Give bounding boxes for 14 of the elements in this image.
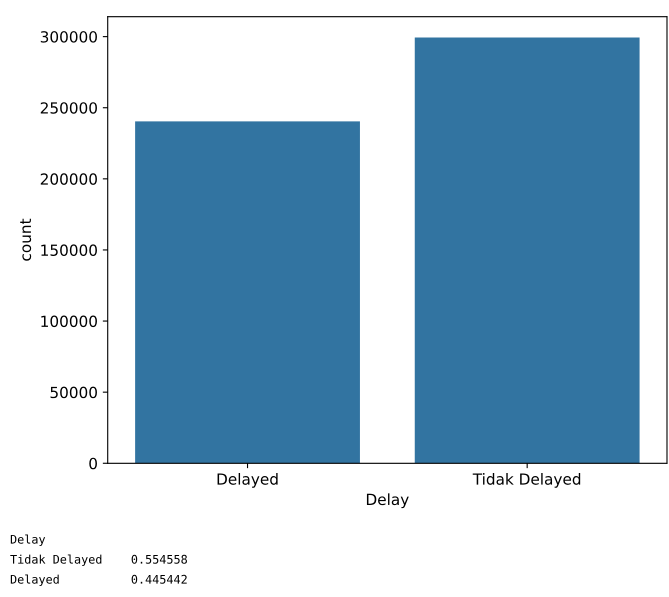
text: Tidak Delayed 0.554558 [10,554,187,566]
y-tick-label: 0 [89,458,97,470]
x-tick-label: Delayed [218,472,278,488]
text: Delay [10,534,46,546]
y-tick-label: 50000 [50,386,97,398]
y-tick-label: 200000 [40,173,97,185]
x-axis-title: Delay [366,493,409,508]
y-tick-label: 150000 [41,244,97,256]
x-tick-label: Tidak Delayed [472,472,580,488]
y-axis-title: count [20,218,32,261]
y-tick-label: 250000 [40,102,97,114]
y-tick-label: 300000 [40,31,97,43]
text: Delayed 0.445442 [10,574,187,586]
y-tick-label: 100000 [41,316,97,328]
